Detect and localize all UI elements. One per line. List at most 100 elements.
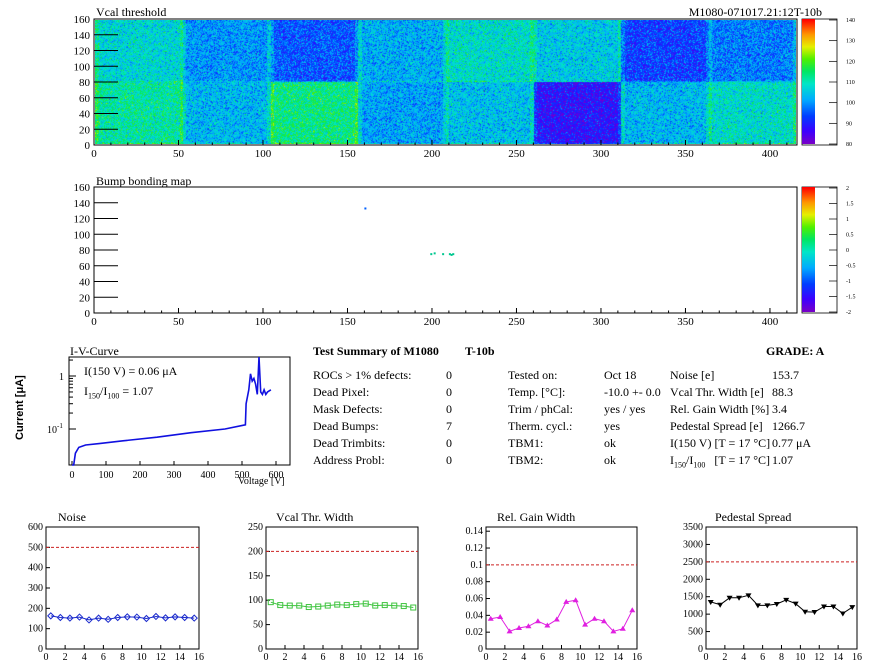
noise-x-tick-label: 4: [82, 652, 87, 663]
gain-width-point: [610, 628, 617, 634]
noise-point: [180, 613, 189, 622]
dead-bump-marker: [433, 252, 436, 255]
noise-x-tick-label: 2: [63, 652, 68, 663]
summary-mid-row-value: ok: [604, 453, 616, 467]
bump-x-tick-label: 0: [91, 316, 97, 328]
noise-point: [171, 613, 179, 621]
bump-x-tick-label: 250: [508, 316, 525, 328]
iv-title: I-V-Curve: [70, 344, 119, 358]
gain-width-point: [553, 616, 560, 622]
bump-x-tick-label: 200: [424, 316, 441, 328]
vcal-width-x-tick-label: 14: [394, 652, 404, 663]
pedestal-point: [736, 595, 743, 601]
noise-x-tick-label: 6: [101, 652, 106, 663]
pedestal-point: [754, 603, 761, 609]
noise-point: [123, 613, 131, 621]
bump-y-tick-label: 80: [79, 245, 91, 257]
gain-width-point: [534, 618, 541, 624]
gain-width-y-tick-label: 0.02: [466, 627, 484, 638]
vcal-width-title: Vcal Thr. Width: [276, 510, 354, 524]
summary-left-row-value: 0: [446, 385, 452, 399]
vcal-width-point: [286, 602, 293, 609]
gain-width-y-tick-label: 0.08: [466, 577, 484, 588]
pedestal-point: [839, 611, 846, 617]
iv-x-tick-label: 0: [70, 470, 75, 481]
pedestal-point: [773, 602, 780, 608]
gain-width-x-tick-label: 0: [484, 652, 489, 663]
noise-x-tick-label: 12: [156, 652, 166, 663]
noise-x-tick-label: 8: [120, 652, 125, 663]
gain-width-point: [487, 615, 494, 621]
bump-palette: [802, 187, 815, 312]
vcal-width-point: [296, 602, 303, 609]
vcal-width-y-tick-label: 50: [253, 620, 263, 631]
gain-width-x-tick-label: 2: [502, 652, 507, 663]
iv-x-tick-label: 200: [133, 470, 148, 481]
gain-width-x-tick-label: 12: [594, 652, 604, 663]
vcal-map-title: Vcal threshold: [96, 5, 167, 19]
iv-curve-line: [72, 356, 272, 466]
vcal-width-point: [372, 602, 379, 609]
pedestal-y-tick-label: 1500: [683, 592, 703, 603]
vcal-y-tick-label: 140: [74, 30, 91, 42]
dead-bump-marker: [364, 207, 367, 210]
summary-left-row-value: 0: [446, 368, 452, 382]
pedestal-point: [802, 609, 809, 615]
pedestal-point: [830, 604, 837, 610]
noise-point: [152, 612, 160, 621]
summary-mid-row-value: Oct 18: [604, 368, 637, 382]
vcal-width-series-line: [270, 601, 414, 608]
gain-width-point: [525, 623, 532, 629]
summary-mid-row-label: Therm. cycl.:: [508, 419, 573, 433]
iv-annotation-current: I(150 V) = 0.06 μA: [84, 364, 178, 378]
noise-x-tick-label: 10: [137, 652, 147, 663]
gain-width-y-tick-label: 0.04: [466, 610, 484, 621]
summary-right-row-label: Noise [e]: [670, 368, 715, 382]
summary-left-row-value: 0: [446, 436, 452, 450]
bump-frame: [93, 186, 798, 314]
noise-point: [190, 614, 198, 622]
iv-x-label: Voltage [V]: [238, 476, 285, 487]
vcal-x-tick-label: 400: [762, 148, 779, 160]
bump-y-tick-label: 40: [79, 277, 91, 289]
pedestal-series-line: [710, 594, 853, 615]
vcal-width-point: [362, 600, 369, 607]
iv-annotation-ratio: I150/I100 = 1.07: [84, 384, 154, 401]
vcal-y-tick-label: 20: [79, 124, 91, 136]
summary-left-row-label: Mask Defects:: [313, 402, 383, 416]
bump-map-title: Bump bonding map: [96, 174, 192, 188]
vcal-y-tick-label: 100: [74, 61, 91, 73]
iv-x-tick-label: 300: [167, 470, 182, 481]
bump-y-tick-label: 60: [79, 261, 91, 273]
bump-x-tick-label: 50: [173, 316, 185, 328]
noise-point: [47, 612, 55, 620]
vcal-width-point: [324, 602, 331, 609]
pedestal-point: [783, 597, 790, 603]
bump-x-tick-label: 150: [339, 316, 356, 328]
summary-mid-row-label: Tested on:: [508, 368, 558, 382]
iv-y-tick-exponent: -1: [57, 422, 63, 430]
vcal-y-tick-label: 160: [74, 14, 91, 26]
pedestal-point: [745, 593, 752, 599]
pedestal-point: [717, 602, 724, 608]
vcal-x-tick-label: 300: [593, 148, 610, 160]
gain-width-title: Rel. Gain Width: [497, 510, 576, 524]
noise-point: [161, 614, 170, 622]
vcal-width-point: [277, 602, 284, 609]
pedestal-x-tick-label: 8: [779, 652, 784, 663]
noise-point: [133, 613, 141, 621]
bump-palette-tick-label: 2: [846, 186, 849, 192]
pedestal-x-tick-label: 0: [704, 652, 709, 663]
vcal-width-x-tick-label: 10: [356, 652, 366, 663]
summary-left-row-label: Dead Pixel:: [313, 385, 370, 399]
vcal-palette-tick-label: 90: [846, 121, 852, 127]
bump-x-tick-label: 400: [762, 316, 779, 328]
summary-right-row-value: 153.7: [772, 368, 799, 382]
pedestal-y-tick-label: 3500: [683, 522, 703, 533]
summary-right-row-label: I150/I100 [T = 17 °C]: [670, 453, 771, 470]
summary-right-row-value: 3.4: [772, 402, 787, 416]
bump-palette-tick-label: 0.5: [846, 233, 854, 239]
pedestal-x-tick-label: 6: [760, 652, 765, 663]
vcal-width-y-tick-label: 0: [258, 644, 263, 655]
vcal-map-heatmap: [95, 20, 796, 144]
